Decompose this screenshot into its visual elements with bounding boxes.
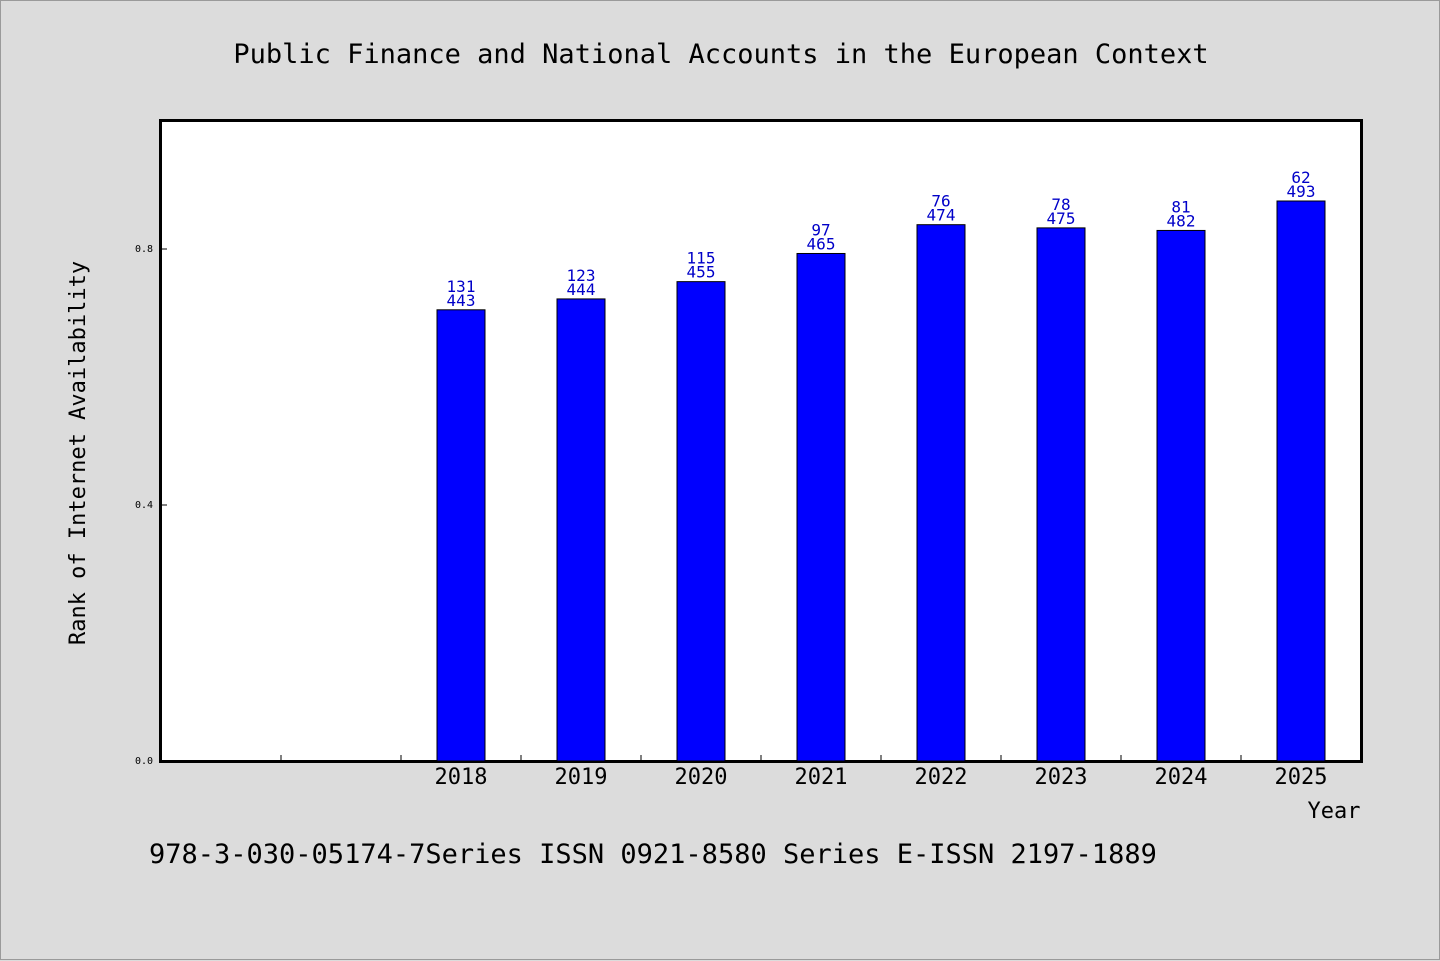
x-tick-label: 2022 [915,765,968,790]
data-label-bottom: 474 [927,206,956,225]
bar [1036,227,1086,762]
data-label-bottom: 465 [807,234,836,253]
data-label-bottom: 444 [567,280,596,299]
data-label-top: 78 [1051,195,1070,214]
x-tick-label: 2018 [435,765,488,790]
x-axis-title: Year [1308,799,1361,824]
y-tick-label: 0.8 [135,244,153,255]
data-label-bottom: 493 [1287,182,1316,201]
bar [796,252,846,762]
x-tick-label: 2024 [1155,765,1208,790]
data-label-top: 123 [567,266,596,285]
footer-isbn: 978-3-030-05174-7Series ISSN 0921-8580 S… [149,839,1157,870]
bar [1276,200,1326,762]
bar [1156,229,1206,762]
x-tick-label: 2020 [675,765,728,790]
y-axis-title: Rank of Internet Availability [66,261,91,645]
x-tick-label: 2019 [555,765,608,790]
data-label-top: 76 [931,192,950,211]
data-label-top: 115 [687,249,716,268]
data-label-top: 81 [1171,197,1190,216]
y-tick-label: 0.4 [135,500,153,511]
bar [676,281,726,762]
bars [436,200,1326,762]
bar [916,224,966,762]
y-tick-labels: 0.0 0.4 0.8 [135,244,153,767]
data-label-top: 62 [1291,168,1310,187]
x-tick-label: 2021 [795,765,848,790]
tick-marks [161,248,1242,762]
chart-title: Public Finance and National Accounts in … [233,39,1208,70]
data-label-bottom: 455 [687,263,716,282]
data-label-bottom: 475 [1047,209,1076,228]
y-tick-label: 0.0 [135,756,153,767]
x-tick-label: 2025 [1275,765,1328,790]
bar [436,309,486,762]
bar [556,298,606,762]
data-label-top: 97 [811,220,830,239]
x-tick-labels: 2018 2019 2020 2021 2022 2023 2024 2025 [435,765,1328,790]
x-tick-label: 2023 [1035,765,1088,790]
data-label-bottom: 482 [1167,211,1196,230]
data-label-top: 131 [447,277,476,296]
data-label-bottom: 443 [447,291,476,310]
